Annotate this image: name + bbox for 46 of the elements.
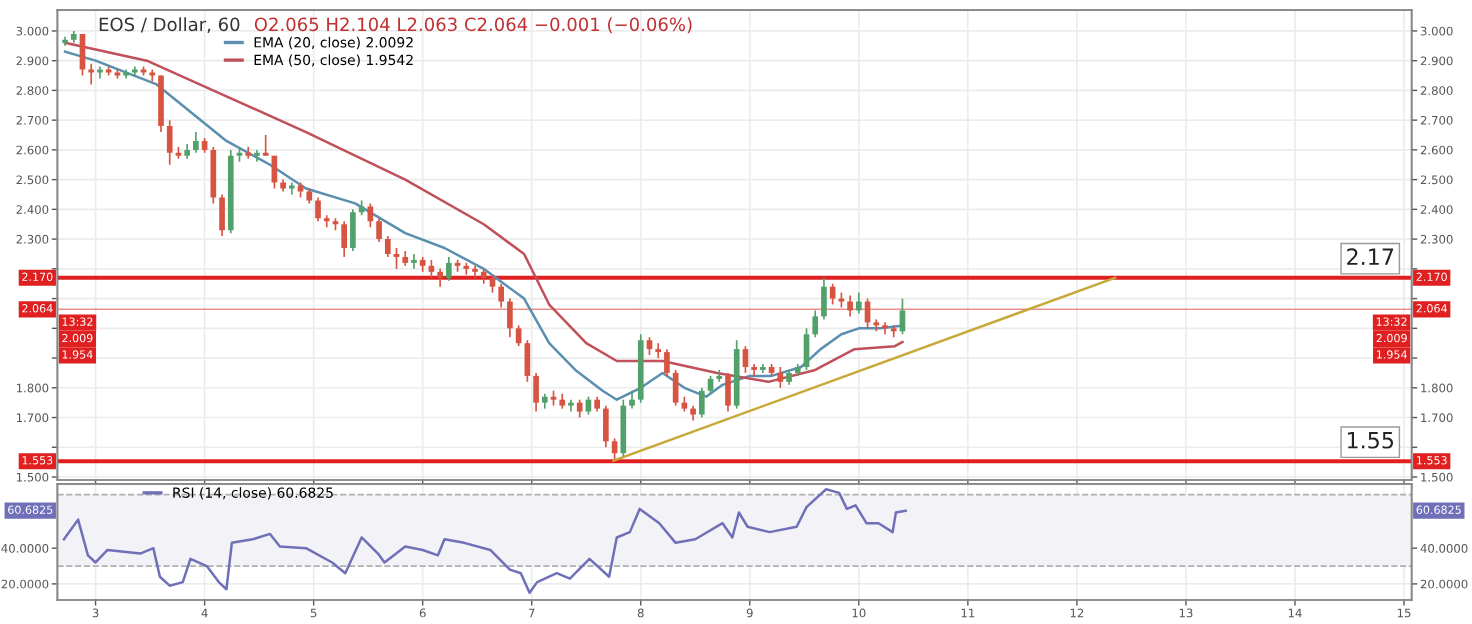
candlestick	[88, 62, 95, 86]
line-series	[62, 488, 907, 595]
candlestick	[821, 276, 827, 321]
candlestick	[603, 404, 609, 449]
candlestick	[533, 372, 539, 413]
candlestick	[97, 65, 103, 80]
candlestick	[219, 193, 225, 237]
candlestick	[856, 291, 862, 315]
candlestick	[245, 146, 252, 160]
candlestick	[507, 297, 513, 339]
candlestick	[384, 235, 391, 258]
candlestick	[620, 398, 627, 458]
candlestick	[664, 348, 670, 377]
candlestick	[254, 149, 260, 163]
ref-line-label: 2.17	[1347, 248, 1394, 265]
candlestick	[166, 119, 173, 166]
candlestick	[873, 318, 880, 333]
candlestick	[698, 386, 705, 419]
candlestick	[655, 342, 662, 359]
candlestick	[446, 256, 452, 282]
candlestick	[472, 265, 478, 279]
chart-subtitle: O2.065 H2.104 L2.063 C2.064 −0.001 (−0.06%)	[254, 17, 692, 34]
candlestick	[751, 363, 757, 377]
candlestick	[193, 131, 199, 154]
candlestick	[323, 214, 330, 229]
candlestick	[847, 294, 853, 318]
candlestick	[777, 366, 784, 389]
candlestick	[829, 282, 836, 306]
candlestick	[725, 372, 731, 413]
candlestick	[890, 324, 897, 339]
candlestick	[568, 398, 574, 413]
candlestick	[812, 309, 819, 339]
candlestick	[463, 262, 470, 276]
candlestick	[341, 220, 348, 258]
chart-title: EOS / Dollar, 60	[99, 17, 240, 33]
candlestick	[315, 196, 321, 223]
candlestick	[882, 321, 888, 336]
candlestick	[716, 369, 723, 383]
candlestick	[210, 146, 217, 205]
candlestick	[411, 253, 417, 270]
candlestick	[498, 282, 505, 309]
candlestick	[350, 208, 356, 252]
candlestick	[376, 217, 382, 243]
candlestick	[262, 134, 269, 157]
candlestick	[611, 437, 618, 460]
ref-line-label: 1.55	[1347, 432, 1394, 449]
